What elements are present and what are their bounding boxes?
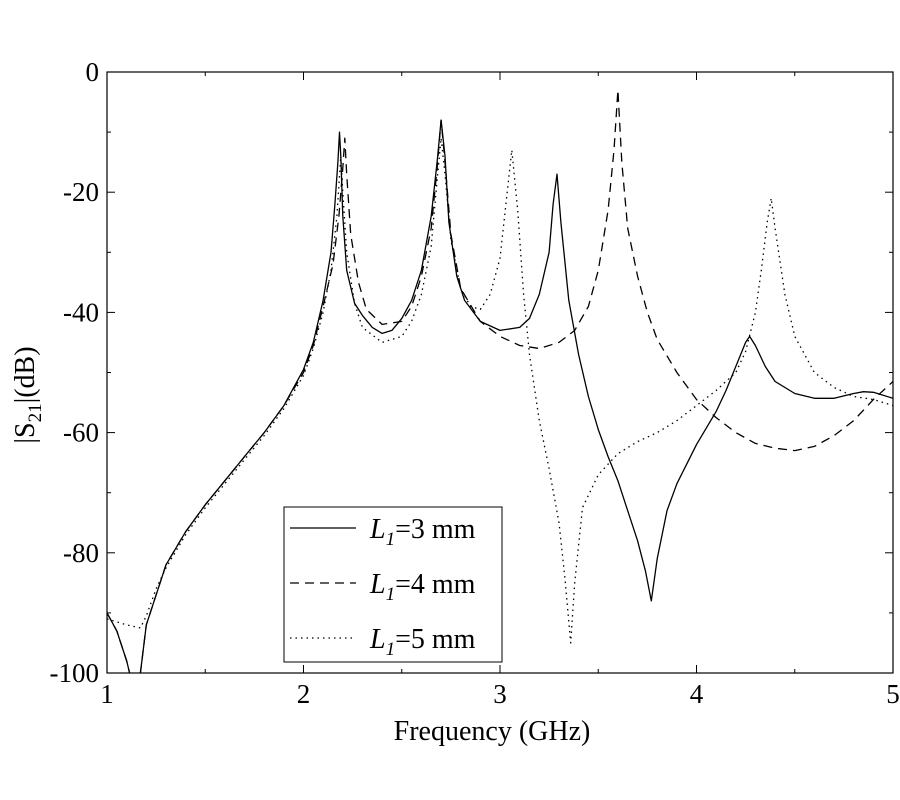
x-tick-label: 2 bbox=[297, 679, 311, 709]
x-tick-label: 1 bbox=[100, 679, 114, 709]
y-tick-label: -40 bbox=[63, 297, 99, 327]
y-tick-label: -60 bbox=[63, 418, 99, 448]
legend-label: L1=3 mm bbox=[369, 514, 476, 550]
legend-box bbox=[283, 506, 503, 663]
x-tick-label: 3 bbox=[493, 679, 507, 709]
legend-label: L1=5 mm bbox=[369, 624, 476, 660]
legend: L1=3 mm L1=4 mm L1=5 mm bbox=[283, 506, 503, 663]
series-layer bbox=[107, 89, 893, 673]
y-tick-label: 0 bbox=[86, 57, 100, 87]
x-axis-title: Frequency (GHz) bbox=[394, 716, 591, 747]
x-tick-label: 5 bbox=[886, 679, 900, 709]
y-tick-label: -80 bbox=[63, 538, 99, 568]
y-tick-label: -20 bbox=[63, 177, 99, 207]
series-line-3 bbox=[107, 137, 893, 644]
y-tick-label: -100 bbox=[50, 658, 100, 688]
axis-ticks bbox=[106, 71, 894, 674]
x-tick-label: 4 bbox=[690, 679, 704, 709]
legend-label: L1=4 mm bbox=[369, 569, 476, 605]
y-axis-title: |S21|(dB) bbox=[10, 346, 46, 443]
series-line-2 bbox=[107, 89, 893, 673]
axis-tick-labels: 1 2 3 4 5 0 -20 -40 -60 -80 -100 bbox=[50, 57, 900, 709]
